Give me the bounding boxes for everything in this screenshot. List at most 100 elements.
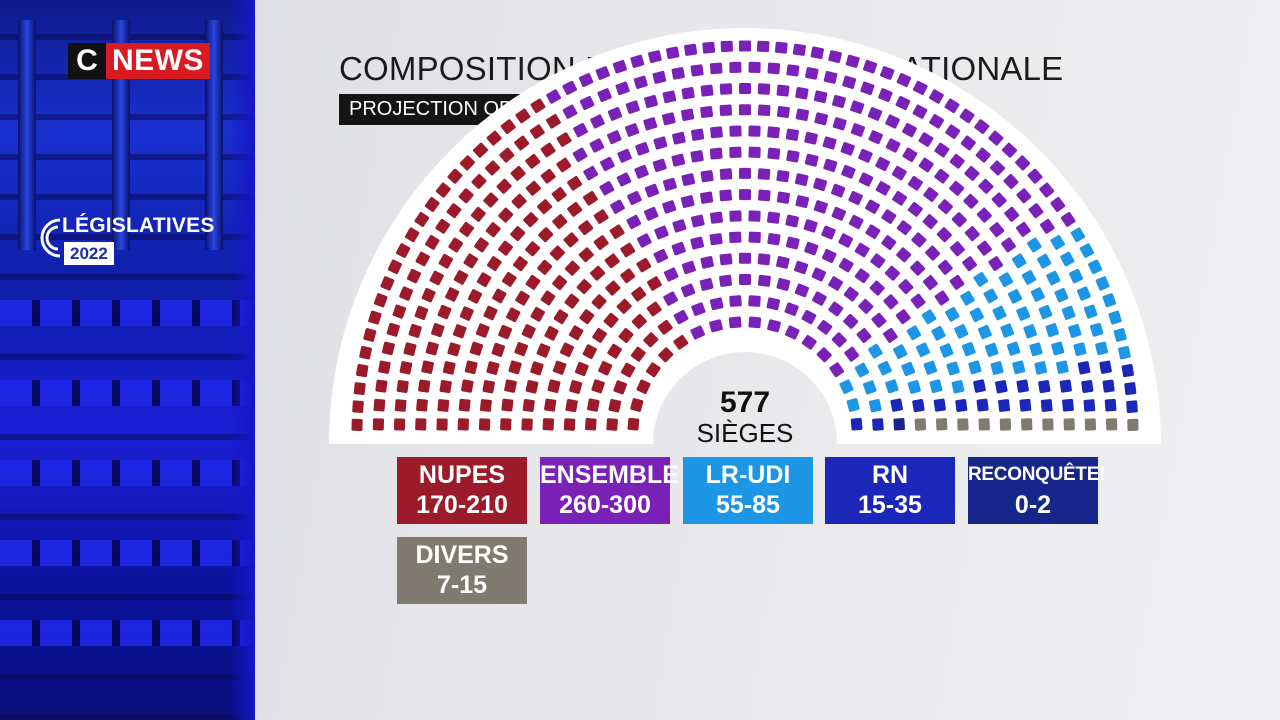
- seat-ensemble: [1039, 218, 1055, 234]
- seat-ensemble: [634, 164, 649, 179]
- seat-ensemble: [881, 235, 897, 251]
- seat-rn: [1099, 360, 1112, 374]
- seat-ensemble: [907, 175, 923, 191]
- seat-ensemble: [1027, 168, 1043, 184]
- seat-rn: [850, 417, 863, 431]
- seat-nupes: [565, 399, 578, 413]
- seat-nupes: [508, 360, 522, 375]
- seat-nupes: [643, 332, 659, 348]
- seat-ensemble: [595, 66, 610, 80]
- seat-ensemble: [891, 165, 907, 181]
- seat-ensemble: [964, 165, 980, 181]
- seat-lr-udi: [1088, 259, 1103, 275]
- seat-rn: [995, 380, 1008, 394]
- seat-nupes: [459, 221, 474, 237]
- seat-ensemble: [934, 168, 950, 184]
- seat-lr-udi: [906, 325, 922, 341]
- seat-nupes: [372, 418, 385, 431]
- seat-ensemble: [700, 191, 714, 204]
- seat-ensemble: [822, 136, 837, 150]
- seat-ensemble: [902, 122, 917, 138]
- seat-nupes: [512, 256, 528, 272]
- seat-ensemble: [748, 295, 761, 307]
- seat-nupes: [574, 361, 589, 377]
- seat-ensemble: [850, 100, 865, 114]
- seat-ensemble: [918, 157, 934, 173]
- seat-nupes: [630, 398, 644, 412]
- legend-range: 0-2: [1014, 491, 1052, 519]
- seat-divers: [978, 418, 990, 431]
- seat-lr-udi: [915, 342, 931, 358]
- seat-nupes: [613, 380, 628, 395]
- seat-nupes: [469, 341, 484, 356]
- seat-ensemble: [671, 153, 686, 167]
- seat-nupes: [396, 379, 409, 394]
- seat-ensemble: [960, 135, 976, 151]
- seat-ensemble: [739, 252, 751, 264]
- seat-nupes: [368, 310, 382, 325]
- seat-ensemble: [1039, 182, 1055, 198]
- seat-lr-udi: [1108, 310, 1122, 325]
- seat-ensemble: [583, 165, 599, 181]
- seat-nupes: [606, 418, 618, 431]
- seat-lr-udi: [945, 306, 960, 322]
- seat-ensemble: [729, 61, 742, 74]
- seat-ensemble: [719, 253, 733, 266]
- seat-nupes: [521, 324, 536, 339]
- seat-ensemble: [757, 274, 771, 287]
- seat-nupes: [442, 361, 456, 375]
- seat-ensemble: [1001, 237, 1016, 253]
- seat-lr-udi: [960, 290, 975, 306]
- seat-nupes: [464, 360, 478, 375]
- seat-lr-udi: [1068, 323, 1082, 338]
- seat-ensemble: [579, 95, 595, 111]
- seat-lr-udi: [1029, 342, 1043, 357]
- seat-ensemble: [838, 257, 854, 273]
- seat-nupes: [453, 324, 467, 339]
- seat-ensemble: [633, 75, 648, 89]
- seat-ensemble: [776, 170, 790, 183]
- seat-ensemble: [700, 105, 714, 119]
- seat-rn: [1121, 364, 1134, 378]
- seat-ensemble: [918, 132, 934, 147]
- seat-nupes: [605, 280, 621, 296]
- seat-ensemble: [858, 148, 873, 163]
- seat-rn: [955, 399, 968, 412]
- seat-rn: [998, 399, 1011, 412]
- seat-lr-udi: [1045, 323, 1059, 338]
- seat-lr-udi: [1038, 304, 1053, 320]
- seat-ensemble: [804, 131, 818, 145]
- seat-nupes: [522, 399, 535, 412]
- seat-ensemble: [719, 189, 733, 202]
- seat-lr-udi: [1090, 322, 1104, 337]
- seat-lr-udi: [939, 343, 954, 358]
- seat-rn: [1059, 379, 1072, 393]
- seat-ensemble: [702, 41, 716, 54]
- seat-nupes: [585, 418, 597, 431]
- seat-nupes: [459, 306, 474, 321]
- seat-ensemble: [1015, 155, 1031, 171]
- seat-ensemble: [653, 248, 669, 264]
- seat-lr-udi: [854, 362, 870, 378]
- legend-name: RN: [871, 461, 909, 489]
- seat-ensemble: [794, 283, 810, 298]
- seat-lr-udi: [1118, 345, 1131, 360]
- seat-divers: [1063, 418, 1075, 431]
- seat-nupes: [478, 418, 491, 431]
- seat-nupes: [352, 400, 364, 413]
- seat-nupes: [414, 305, 429, 320]
- seat-nupes: [406, 268, 422, 284]
- seat-ensemble: [680, 283, 696, 298]
- seat-divers: [999, 418, 1012, 431]
- total-seats-number: 577: [719, 386, 771, 419]
- seat-nupes: [416, 398, 428, 412]
- arc-icon: [40, 218, 61, 258]
- seat-ensemble: [700, 256, 714, 269]
- seat-nupes: [582, 190, 598, 206]
- seat-ensemble: [830, 183, 846, 198]
- seat-ensemble: [963, 193, 979, 209]
- seat-ensemble: [709, 319, 723, 333]
- seat-nupes: [556, 132, 572, 147]
- seat-ensemble: [767, 62, 781, 75]
- seat-rn: [1040, 399, 1053, 412]
